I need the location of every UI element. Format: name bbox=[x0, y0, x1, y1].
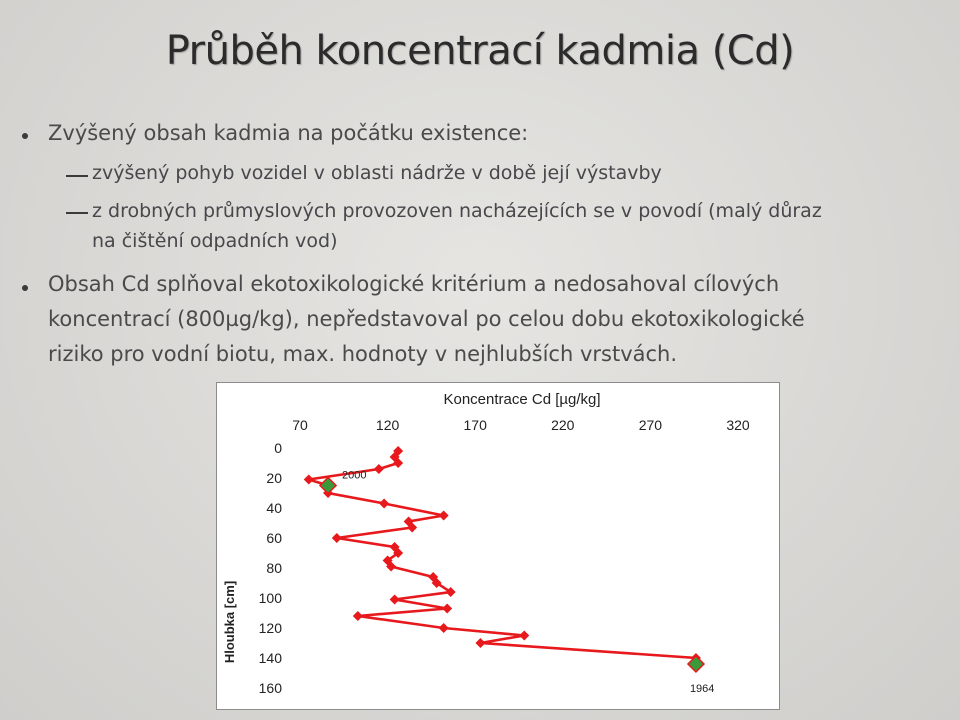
data-point-10 bbox=[407, 522, 418, 533]
x-tick-labels: 70 120 170 220 270 320 bbox=[292, 417, 750, 433]
special-label-0: 2000 bbox=[342, 470, 366, 482]
data-point-18 bbox=[445, 587, 456, 597]
bullet-dot-1 bbox=[22, 133, 28, 139]
x-tick-label-5: 320 bbox=[726, 417, 750, 433]
special-marker-1 bbox=[686, 654, 706, 674]
data-point-24 bbox=[475, 638, 486, 648]
y-tick-label-8: 160 bbox=[259, 680, 283, 696]
bullet-1: Zvýšený obsah kadmia na počátku existenc… bbox=[48, 121, 529, 145]
chart-frame bbox=[216, 382, 780, 710]
data-point-21 bbox=[352, 611, 363, 621]
sub-bullet-2-line-2: na čištění odpadních vod) bbox=[92, 230, 338, 252]
x-tick-label-1: 120 bbox=[376, 417, 400, 433]
data-point-13 bbox=[393, 548, 404, 558]
y-tick-label-4: 80 bbox=[266, 560, 282, 576]
sub-bullet-1: zvýšený pohyb vozidel v oblasti nádrže v… bbox=[92, 162, 662, 184]
x-tick-label-0: 70 bbox=[292, 417, 308, 433]
y-tick-label-1: 20 bbox=[266, 470, 282, 486]
y-tick-label-3: 60 bbox=[266, 530, 282, 546]
data-point-2 bbox=[393, 458, 404, 468]
y-tick-label-2: 40 bbox=[266, 500, 282, 516]
series-line-0 bbox=[308, 450, 698, 664]
y-tick-labels: 0 20 40 60 80 100 120 140 160 bbox=[259, 440, 283, 696]
special-marker-0 bbox=[318, 476, 338, 495]
slide-title: Průběh koncentrací kadmia (Cd) bbox=[165, 28, 795, 74]
y-tick-label-0: 0 bbox=[274, 440, 282, 456]
y-axis-label: Hloubka [cm] bbox=[222, 581, 237, 663]
bullet-2-line-1: Obsah Cd splňoval ekotoxikologické krité… bbox=[48, 272, 780, 296]
data-point-3 bbox=[373, 464, 384, 474]
special-points-layer: 2000 1964 bbox=[318, 470, 714, 695]
data-point-22 bbox=[438, 623, 449, 633]
data-point-15 bbox=[386, 561, 397, 572]
data-point-11 bbox=[331, 533, 342, 543]
cd-depth-chart: Koncentrace Cd [µg/kg] 70 120 170 220 270 320… bbox=[222, 391, 750, 696]
data-point-17 bbox=[431, 578, 442, 588]
y-tick-label-5: 100 bbox=[259, 590, 283, 606]
y-tick-label-6: 120 bbox=[259, 620, 283, 636]
data-point-7 bbox=[379, 498, 390, 509]
x-tick-label-4: 270 bbox=[639, 417, 663, 433]
x-tick-label-2: 170 bbox=[464, 417, 488, 433]
sub-bullet-dash-1 bbox=[66, 175, 88, 177]
bullet-2-line-2: koncentrací (800µg/kg), nepředstavoval p… bbox=[48, 307, 805, 331]
data-point-4 bbox=[303, 474, 314, 485]
data-point-23 bbox=[519, 630, 530, 641]
sub-bullet-2-line-1: z drobných průmyslových provozoven nachá… bbox=[92, 200, 822, 222]
data-point-20 bbox=[442, 603, 453, 614]
data-point-19 bbox=[389, 594, 400, 605]
bullet-dot-2 bbox=[22, 285, 28, 291]
special-label-1: 1964 bbox=[690, 683, 714, 695]
chart-title: Koncentrace Cd [µg/kg] bbox=[443, 391, 600, 408]
sub-bullet-dash-2 bbox=[66, 212, 88, 214]
y-tick-label-7: 140 bbox=[259, 650, 283, 666]
data-point-8 bbox=[438, 510, 449, 521]
x-tick-label-3: 220 bbox=[551, 417, 575, 433]
bullet-2-line-3: riziko pro vodní biotu, max. hodnoty v n… bbox=[48, 342, 678, 366]
